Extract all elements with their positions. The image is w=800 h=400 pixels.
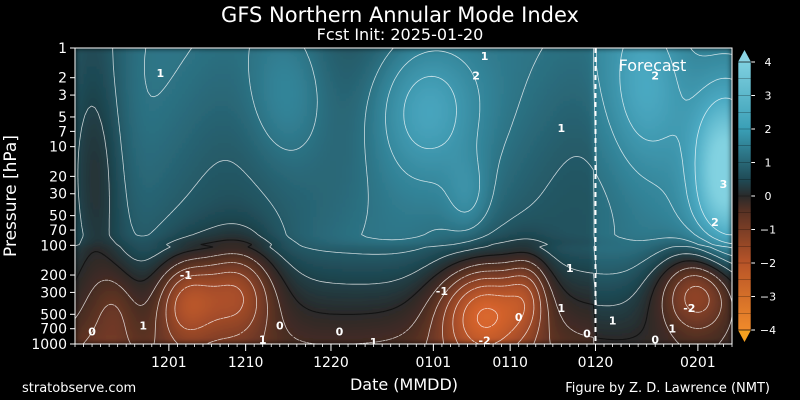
y-tick-label: 5 (58, 110, 67, 126)
contour-level-neg2 (174, 284, 535, 344)
y-tick-label: 10 (49, 140, 67, 156)
forecast-label: Forecast (619, 56, 687, 75)
contour-label: -2 (683, 302, 695, 315)
contour-label: 0 (336, 326, 344, 339)
contour-label: 0 (583, 327, 591, 340)
contour-level-neg2p5 (462, 294, 525, 344)
contour-level-neg1 (82, 262, 722, 344)
y-tick-label: 1000 (31, 337, 67, 353)
colorbar-min-arrow (738, 330, 751, 342)
x-axis-label: Date (MMDD) (350, 375, 458, 394)
x-tick-label: 1220 (313, 355, 349, 371)
contour-level-2p5 (403, 48, 732, 245)
colorbar-max-arrow (738, 50, 751, 62)
x-tick-label: 0120 (578, 355, 614, 371)
site-credit: stratobserve.com (22, 381, 137, 396)
contour-level-1p5 (144, 48, 732, 257)
colorbar-tick-label: 4 (765, 56, 772, 69)
y-tick-label: 50 (49, 209, 67, 225)
colorbar-tick-label: −3 (760, 291, 776, 304)
contour-level-1 (112, 48, 732, 275)
contour-label: 3 (720, 178, 728, 191)
x-tick-label: 1210 (228, 355, 264, 371)
colorbar-tick-label: 3 (765, 90, 772, 103)
contour-level-neg1p5 (165, 271, 710, 344)
contour-label: 0 (276, 320, 284, 333)
contour-label: 1 (609, 315, 617, 328)
y-tick-label: 500 (40, 307, 67, 323)
plot-frame (74, 47, 733, 345)
contour-label: 1 (139, 320, 147, 333)
y-tick-label: 20 (49, 169, 67, 185)
figure-credit: Figure by Z. D. Lawrence (NMT) (565, 381, 770, 396)
contour-level-2 (385, 48, 732, 249)
colorbar: 4 3 2 1 0 −1 −2 −3 −4 (737, 50, 776, 342)
nam-field-image (75, 48, 732, 344)
contour-label: -1 (180, 269, 192, 282)
contour-level-3 (694, 97, 732, 236)
contour-label: 0 (88, 326, 96, 339)
y-tick-label: 700 (40, 322, 67, 338)
y-tick-label: 100 (40, 238, 67, 254)
contour-label: 2 (711, 216, 719, 229)
colorbar-tick-label: 0 (765, 190, 772, 203)
contour-label: -2 (478, 334, 490, 347)
contour-label: 1 (156, 67, 164, 80)
x-tick-label: 0110 (492, 355, 528, 371)
y-axis-label: Pressure [hPa] (1, 135, 21, 257)
contour-label: 1 (481, 50, 489, 63)
y-tick-label: 1 (58, 41, 67, 57)
y-tick-label: 2 (58, 71, 67, 87)
contour-label: 1 (566, 262, 574, 275)
colorbar-tick-label: −1 (760, 224, 776, 237)
chart-title: GFS Northern Annular Mode Index (221, 3, 579, 27)
colorbar-tick-label: 1 (765, 157, 772, 170)
contour-label: 1 (558, 302, 566, 315)
contour-label: 2 (651, 70, 659, 83)
contour-label: 1 (370, 336, 378, 349)
y-tick-label: 3 (58, 88, 67, 104)
contour-label: 1 (259, 333, 267, 346)
y-tick-label: 7 (58, 124, 67, 140)
x-tick-label: 0201 (680, 355, 716, 371)
chart-subtitle: Fcst Init: 2025-01-20 (316, 25, 484, 44)
y-tick-label: 70 (49, 223, 67, 239)
contour-level-0 (75, 239, 732, 341)
contour-label: 0 (651, 333, 659, 346)
y-tick-label: 200 (40, 268, 67, 284)
y-tick-label: 300 (40, 285, 67, 301)
x-tick-label: 0101 (416, 355, 452, 371)
contour-label: -1 (436, 285, 448, 298)
colorbar-tick-label: −2 (760, 257, 776, 270)
contour-lines (75, 48, 732, 344)
x-axis: 1201 1210 1220 0101 0110 0120 0201 (74, 344, 733, 371)
contour-level-neg3 (476, 308, 499, 328)
contour-label: 2 (472, 70, 480, 83)
contour-label: 1 (668, 323, 676, 336)
contour-label: 0 (515, 311, 523, 324)
colorbar-tick-label: 2 (765, 123, 772, 136)
contour-level-neg0p5 (75, 253, 732, 344)
x-tick-label: 1201 (151, 355, 187, 371)
contour-level-0p5 (75, 105, 732, 307)
colorbar-tick-label: −4 (760, 324, 776, 337)
contour-label: 1 (558, 122, 566, 135)
y-tick-label: 30 (49, 187, 67, 203)
